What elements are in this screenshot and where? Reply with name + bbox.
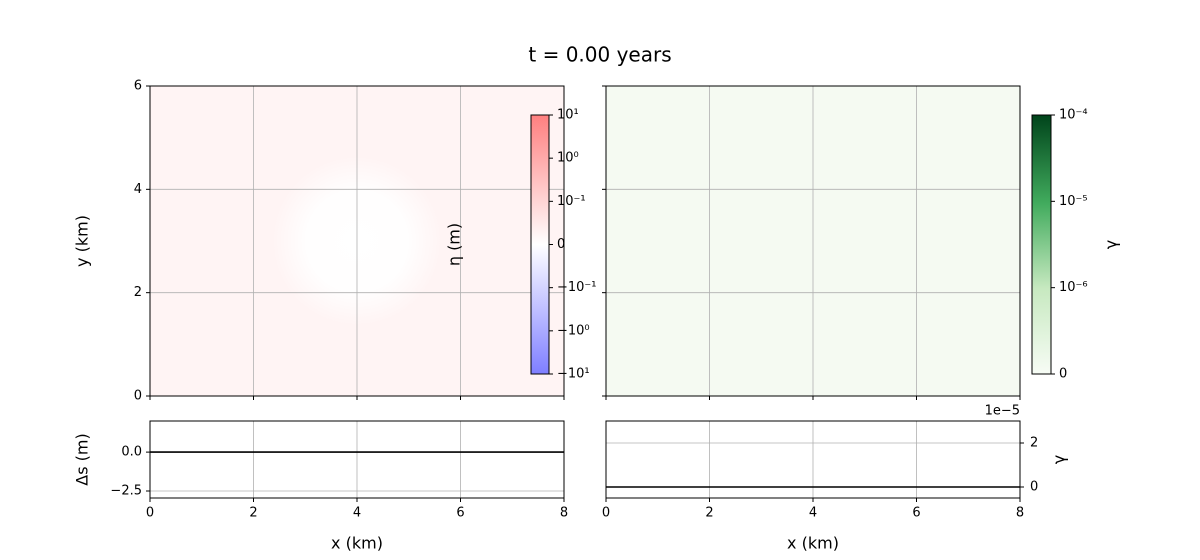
x-tick-label: 6 <box>912 506 920 521</box>
colorbar <box>1031 114 1052 375</box>
colorbar-label: γ <box>1102 240 1121 249</box>
y-tick-label: −2.5 <box>110 484 142 499</box>
y-tick-label: 2 <box>134 285 142 300</box>
colorbar-tick-label: 0 <box>1059 367 1067 382</box>
colorbar-tick-label: 10⁻⁵ <box>1059 194 1088 209</box>
y-tick-label: 6 <box>134 79 142 94</box>
x-tick-label: 2 <box>705 506 713 521</box>
colorbar-tick-label: 10⁰ <box>557 151 579 166</box>
x-tick-label: 8 <box>1016 506 1024 521</box>
colorbar <box>530 114 550 375</box>
x-axis-label: x (km) <box>331 534 383 553</box>
x-tick-label: 0 <box>602 506 610 521</box>
axes-frame <box>605 85 1021 397</box>
colorbar-tick-label: 0 <box>557 237 565 252</box>
x-tick-label: 4 <box>353 506 361 521</box>
colorbar-label: η (m) <box>445 223 464 266</box>
y-axis-label: y (km) <box>73 215 92 267</box>
y-tick-label: 0 <box>134 389 142 404</box>
x-tick-label: 8 <box>560 506 568 521</box>
colorbar-tick-label: 10⁻¹ <box>557 194 586 209</box>
colorbar-tick-label: 10⁻⁶ <box>1059 280 1088 295</box>
y-tick-label: 0.0 <box>121 445 142 460</box>
colorbar-tick-label: −10⁻¹ <box>557 280 597 295</box>
y-tick-label: 4 <box>134 182 142 197</box>
y-axis-label: Δs (m) <box>73 433 92 485</box>
axes-frame <box>149 85 565 397</box>
x-axis-label: x (km) <box>787 534 839 553</box>
figure-title: t = 0.00 years <box>528 43 671 67</box>
colorbar-tick-label: 10⁻⁴ <box>1059 108 1088 123</box>
axes-frame <box>605 420 1021 499</box>
y-tick-label: 0 <box>1030 480 1038 495</box>
colorbar-tick-label: −10¹ <box>557 367 590 382</box>
colorbar-tick-label: −10⁰ <box>557 323 590 338</box>
y-tick-label: 2 <box>1030 436 1038 451</box>
x-tick-label: 6 <box>456 506 464 521</box>
axes-frame <box>149 420 565 499</box>
y-axis-label: γ <box>1050 455 1069 464</box>
x-tick-label: 4 <box>809 506 817 521</box>
colorbar-tick-label: 10¹ <box>557 108 579 123</box>
offset-text: 1e−5 <box>985 404 1020 419</box>
x-tick-label: 2 <box>249 506 257 521</box>
x-tick-label: 0 <box>146 506 154 521</box>
